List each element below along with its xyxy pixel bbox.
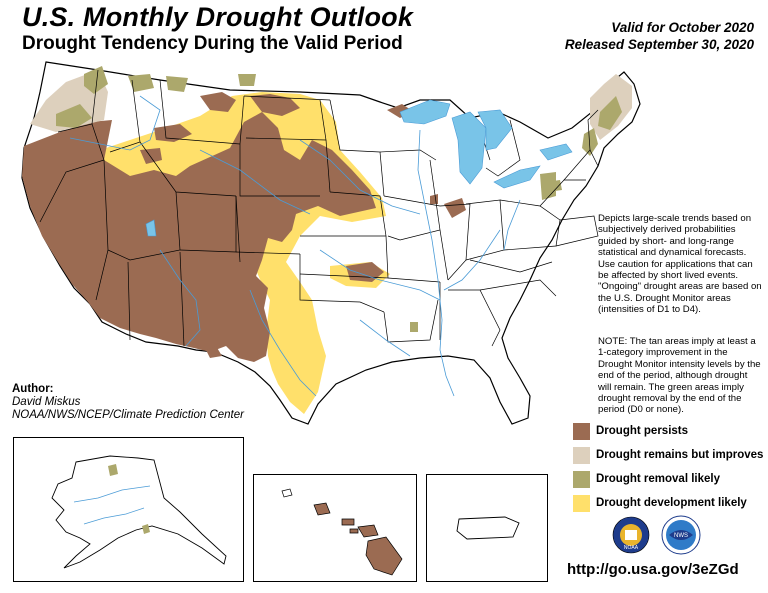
legend-swatch bbox=[573, 446, 590, 464]
map-note: NOTE: The tan areas imply at least a 1-c… bbox=[598, 336, 761, 416]
release-date: Released September 30, 2020 bbox=[564, 37, 754, 52]
legend-swatch bbox=[573, 422, 590, 440]
drought-persists-areas bbox=[22, 92, 466, 362]
alaska-drought bbox=[108, 464, 118, 476]
alaska-drought-south bbox=[142, 524, 150, 534]
map-subtitle: Drought Tendency During the Valid Period bbox=[22, 33, 403, 54]
great-lakes bbox=[145, 99, 573, 237]
hawaii-islands bbox=[281, 488, 403, 576]
rivers bbox=[69, 95, 521, 397]
legend-item-development: Drought development likely bbox=[573, 494, 747, 512]
drought-removal-areas bbox=[56, 66, 622, 332]
nws-logo: NWS bbox=[661, 515, 701, 555]
legend-item-removal: Drought removal likely bbox=[573, 470, 720, 488]
legend-label: Drought removal likely bbox=[596, 473, 720, 485]
logo-text: NOAA bbox=[624, 545, 639, 551]
alaska-inset bbox=[13, 437, 244, 582]
noaa-nws-logo: NOAA bbox=[612, 516, 650, 554]
puerto-rico-inset bbox=[426, 474, 548, 582]
author-org: NOAA/NWS/NCEP/Climate Prediction Center bbox=[12, 409, 244, 421]
alaska-land bbox=[51, 455, 227, 569]
legend-label: Drought development likely bbox=[596, 497, 747, 509]
alaska-rivers bbox=[73, 485, 151, 525]
map-title: U.S. Monthly Drought Outlook bbox=[22, 2, 414, 32]
author-label: Author: bbox=[12, 383, 54, 395]
legend-item-improves: Drought remains but improves bbox=[573, 446, 763, 464]
legend-swatch bbox=[573, 494, 590, 512]
legend-swatch bbox=[573, 470, 590, 488]
hawaii-inset bbox=[253, 474, 417, 582]
legend-item-persists: Drought persists bbox=[573, 422, 688, 440]
valid-period: Valid for October 2020 bbox=[611, 20, 754, 35]
author-name: David Miskus bbox=[12, 396, 81, 408]
legend-label: Drought remains but improves bbox=[596, 449, 764, 461]
legend-label: Drought persists bbox=[596, 425, 689, 437]
map-description: Depicts large-scale trends based on subj… bbox=[598, 213, 762, 316]
puerto-rico-land bbox=[456, 516, 520, 540]
logo-text: NWS bbox=[674, 533, 688, 539]
author-block: Author: David Miskus NOAA/NWS/NCEP/Clima… bbox=[12, 383, 244, 422]
outlook-url-link[interactable]: http://go.usa.gov/3eZGd bbox=[567, 561, 739, 578]
